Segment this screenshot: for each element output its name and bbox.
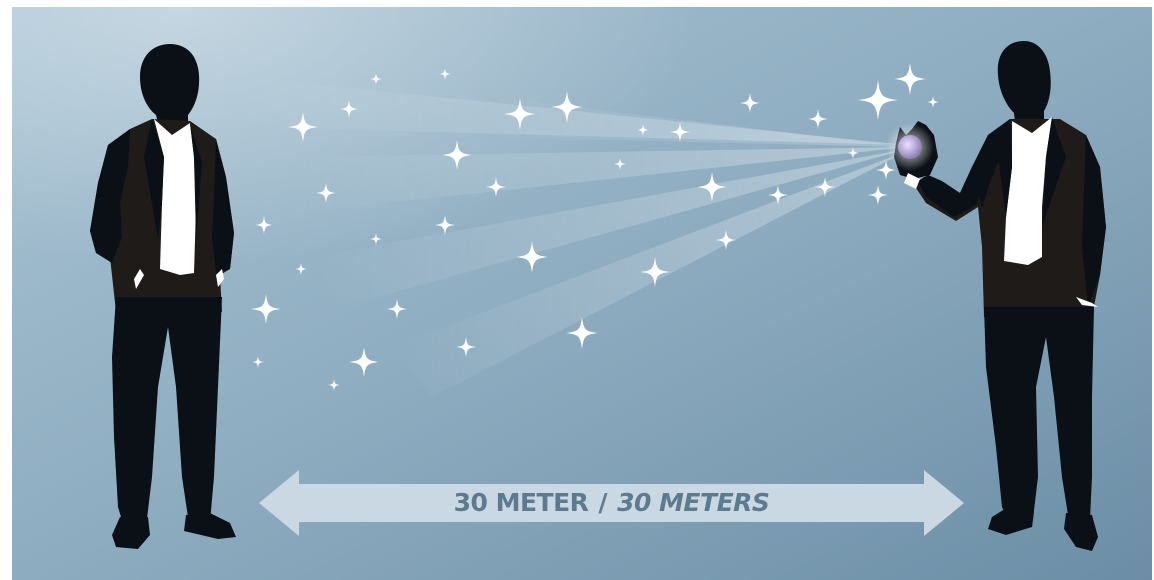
distance-arrow: 30 METER / 30 METERS xyxy=(259,468,964,538)
illustration-scene: 30 METER / 30 METERS xyxy=(12,7,1152,580)
scene-svg xyxy=(12,7,1152,580)
double-headed-arrow-icon xyxy=(259,470,964,536)
distance-label: 30 METER / 30 METERS xyxy=(259,468,964,538)
standing-man-silhouette-icon xyxy=(894,41,1106,551)
glowing-orb-icon xyxy=(886,123,934,171)
distance-primary: 30 METER xyxy=(453,488,589,517)
distance-separator: / xyxy=(598,488,608,517)
distance-secondary: 30 METERS xyxy=(617,488,770,517)
standing-man-silhouette-icon xyxy=(90,44,236,549)
